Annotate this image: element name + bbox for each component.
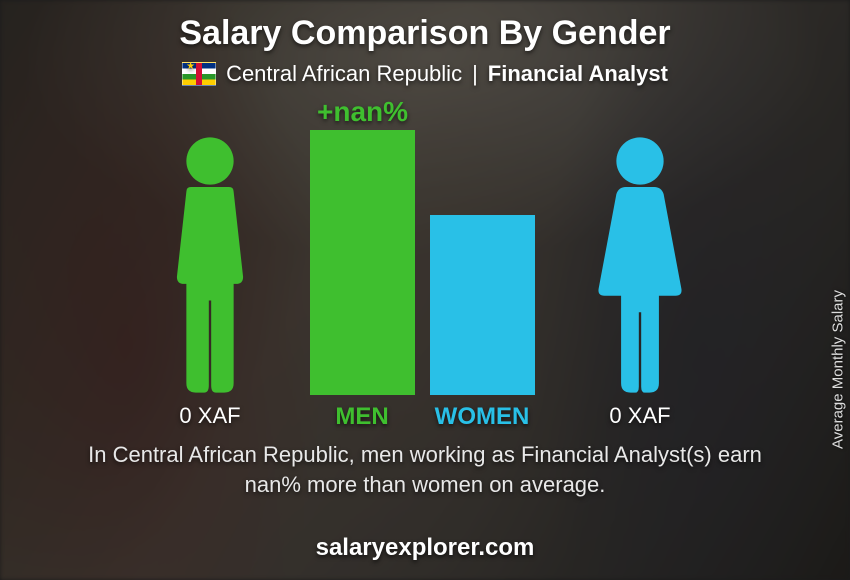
female-figure-icon [580,135,700,395]
separator: | [472,61,478,87]
country-name: Central African Republic [226,61,462,87]
chart-area: +nan% 0 XAF MEN WOMEN 0 XAF [0,105,850,425]
bar-chart [310,105,540,395]
women-value: 0 XAF [580,403,700,429]
flag-icon [182,62,216,86]
main-title: Salary Comparison By Gender [0,0,850,53]
male-figure-icon [150,135,270,395]
subtitle-row: Central African Republic | Financial Ana… [0,61,850,87]
job-title: Financial Analyst [488,61,668,87]
men-value: 0 XAF [150,403,270,429]
y-axis-label: Average Monthly Salary [830,290,847,449]
bar-men [310,130,415,395]
bar-women [430,215,535,395]
women-label: WOMEN [412,403,552,431]
infographic-content: Salary Comparison By Gender Central Afri… [0,0,850,580]
summary-text: In Central African Republic, men working… [0,440,850,499]
men-label: MEN [302,403,422,431]
site-watermark: salaryexplorer.com [0,534,850,562]
